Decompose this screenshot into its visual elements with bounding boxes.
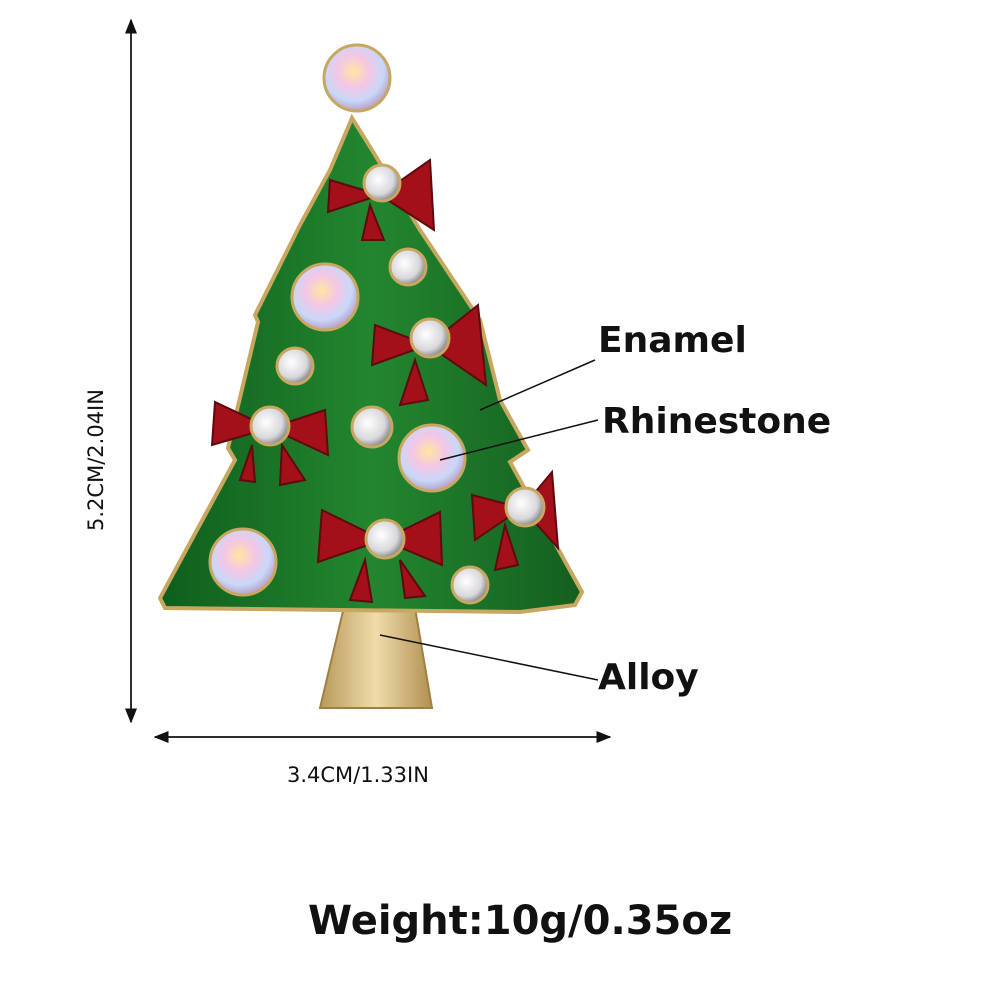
rhinestone-leader: [439, 419, 599, 461]
callout-enamel: Enamel: [598, 320, 747, 361]
enamel-leader: [479, 359, 596, 411]
callout-alloy: Alloy: [598, 657, 699, 698]
rhinestones: [208, 43, 546, 605]
height-dimension: 5.2CM/2.04IN: [84, 389, 108, 531]
width-dimension: 3.4CM/1.33IN: [287, 763, 429, 787]
callout-rhinestone: Rhinestone: [602, 401, 832, 442]
bows: [210, 158, 560, 604]
alloy-leader: [379, 634, 599, 681]
weight-label: Weight:10g/0.35oz: [308, 898, 733, 944]
